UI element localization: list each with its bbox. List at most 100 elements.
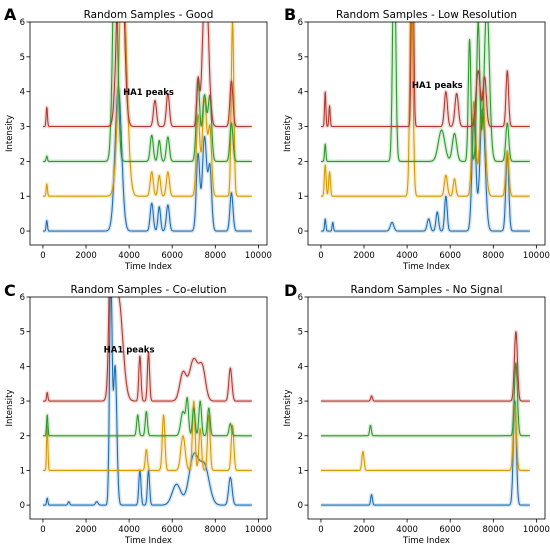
y-axis-label: Intensity (283, 115, 293, 152)
annotation-label: HA1 peaks (123, 88, 174, 98)
x-tick-label: 0 (318, 525, 323, 535)
y-tick-label: 6 (20, 18, 25, 28)
y-tick-label: 0 (298, 227, 303, 237)
x-tick-label: 0 (40, 525, 45, 535)
series-line-1 (320, 108, 531, 232)
panel-a: 0 2000 4000 6000 8000 10000 0 1 2 3 4 5 6 Random Samp… (4, 5, 272, 272)
x-tick-label: 0 (318, 251, 323, 261)
series-line-3 (320, 22, 531, 162)
series-line-4 (320, 331, 531, 402)
x-tick-label: 4000 (118, 525, 140, 535)
y-tick-label: 2 (298, 432, 303, 442)
x-tick-label: 10000 (523, 251, 550, 261)
series-line-1 (42, 87, 253, 232)
panel-d: 0 2000 4000 6000 8000 10000 0 1 2 3 4 5 6 Random Samp… (283, 281, 550, 546)
x-tick-label: 0 (40, 251, 45, 261)
x-tick-label: 8000 (204, 251, 226, 261)
series-line-2 (320, 403, 531, 471)
series-group (319, 329, 532, 508)
y-tick-label: 1 (298, 192, 303, 202)
chart-title: Random Samples - No Signal (351, 284, 503, 296)
x-tick-label: 10000 (245, 525, 272, 535)
x-tick-label: 8000 (482, 251, 504, 261)
series-line-4 (42, 22, 253, 128)
axes-frame (29, 296, 268, 520)
series-line-2 (42, 400, 253, 471)
series-line-1 (42, 297, 253, 506)
panel-c: 0 2000 4000 6000 8000 10000 0 1 2 3 4 5 6 Random Samp… (4, 281, 272, 546)
series-halo (319, 329, 532, 404)
series-line-3 (320, 362, 531, 437)
y-tick-label: 5 (298, 328, 303, 338)
x-tick-label: 2000 (353, 251, 375, 261)
y-tick-label: 2 (20, 157, 25, 167)
y-tick-label: 0 (20, 501, 25, 511)
series-halo (319, 399, 532, 508)
panel-letter: D (284, 281, 297, 300)
y-tick-label: 3 (20, 123, 25, 133)
x-axis-label: Time Index (402, 536, 450, 546)
x-tick-label: 2000 (75, 525, 97, 535)
y-tick-label: 1 (20, 466, 25, 476)
y-tick-label: 6 (298, 293, 303, 303)
y-tick-label: 3 (298, 123, 303, 133)
x-tick-label: 4000 (396, 251, 418, 261)
y-axis-label: Intensity (283, 390, 293, 427)
x-axis-label: Time Index (124, 262, 172, 272)
annotation-label: HA1 peaks (104, 346, 155, 356)
y-tick-label: 2 (298, 157, 303, 167)
chart-title: Random Samples - Co-elution (71, 284, 227, 296)
y-tick-label: 4 (298, 362, 303, 372)
series-group (319, 22, 532, 234)
y-tick-label: 1 (20, 192, 25, 202)
series-line-3 (42, 397, 253, 437)
x-axis-label: Time Index (124, 536, 172, 546)
x-tick-label: 2000 (353, 525, 375, 535)
y-tick-label: 6 (20, 293, 25, 303)
series-line-1 (320, 400, 531, 506)
x-tick-label: 2000 (75, 251, 97, 261)
chart-title: Random Samples - Good (84, 9, 214, 21)
series-line-3 (42, 22, 253, 162)
axes-frame (29, 21, 268, 246)
y-axis-label: Intensity (5, 390, 15, 427)
y-tick-label: 3 (20, 397, 25, 407)
y-tick-label: 0 (298, 501, 303, 511)
x-tick-label: 6000 (439, 525, 461, 535)
series-group (41, 22, 254, 234)
series-halo (319, 22, 532, 199)
y-tick-label: 5 (20, 53, 25, 63)
x-tick-label: 4000 (118, 251, 140, 261)
y-tick-label: 2 (20, 432, 25, 442)
y-tick-label: 5 (20, 328, 25, 338)
x-tick-label: 4000 (396, 525, 418, 535)
series-line-2 (320, 22, 531, 197)
x-tick-label: 10000 (245, 251, 272, 261)
x-tick-label: 6000 (161, 251, 183, 261)
panel-letter: B (284, 5, 296, 24)
x-tick-label: 8000 (482, 525, 504, 535)
axes-frame (307, 296, 546, 520)
y-tick-label: 1 (298, 466, 303, 476)
x-tick-label: 8000 (204, 525, 226, 535)
panel-letter: C (4, 281, 16, 300)
x-tick-label: 6000 (439, 251, 461, 261)
y-tick-label: 6 (298, 18, 303, 28)
series-halo (41, 22, 254, 164)
y-tick-label: 4 (298, 88, 303, 98)
panel-letter: A (4, 5, 17, 24)
series-line-2 (42, 22, 253, 197)
x-axis-label: Time Index (402, 262, 450, 272)
axes-frame (307, 21, 546, 246)
series-line-4 (320, 22, 531, 128)
chart-title: Random Samples - Low Resolution (336, 9, 517, 21)
x-tick-label: 6000 (161, 525, 183, 535)
y-tick-label: 3 (298, 397, 303, 407)
y-tick-label: 4 (20, 362, 25, 372)
series-line-4 (42, 297, 253, 402)
panel-b: 0 2000 4000 6000 8000 10000 0 1 2 3 4 5 6 Random Samp… (283, 5, 550, 272)
y-tick-label: 5 (298, 53, 303, 63)
x-tick-label: 10000 (523, 525, 550, 535)
y-tick-label: 4 (20, 88, 25, 98)
